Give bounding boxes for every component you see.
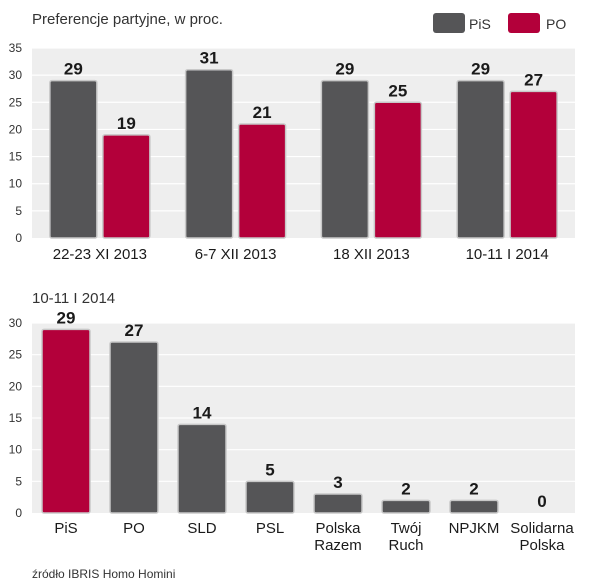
y-tick-label: 10	[9, 443, 23, 457]
y-tick-label: 30	[9, 316, 23, 330]
value-labels: 29 19 31 21 29 25 29 27	[64, 49, 543, 133]
y-tick-label: 5	[15, 474, 22, 488]
y-tick-label: 0	[15, 231, 22, 245]
legend: PiS PO	[433, 13, 566, 33]
value-label: 3	[333, 473, 342, 492]
x-tick-label: PiS	[54, 520, 77, 537]
bar-po	[373, 101, 423, 239]
chart-title: Preferencje partyjne, w proc.	[32, 11, 223, 28]
y-tick-label: 20	[9, 122, 23, 136]
y-axis-ticks: 0 5 10 15 20 25 30	[9, 316, 23, 520]
y-tick-label: 25	[9, 348, 23, 362]
value-label: 5	[265, 460, 274, 479]
bar-pis	[320, 79, 370, 239]
x-tick-label: 6-7 XII 2013	[195, 246, 277, 263]
x-tick-label: SLD	[187, 520, 216, 537]
y-tick-label: 15	[9, 411, 23, 425]
x-tick-label: PSL	[256, 520, 284, 537]
x-tick-label: 18 XII 2013	[333, 246, 410, 263]
bar-pis	[456, 79, 505, 239]
bar-po	[237, 123, 287, 239]
bars	[49, 68, 558, 239]
x-axis-labels: 22-23 XI 2013 6-7 XII 2013 18 XII 2013 10-1…	[53, 246, 549, 263]
value-label: 29	[57, 308, 76, 327]
chart-preferences-over-time: Preferencje partyjne, w proc. PiS PO 0 5 1…	[9, 11, 575, 263]
y-tick-label: 20	[9, 379, 23, 393]
y-tick-label: 35	[9, 41, 23, 55]
y-tick-label: 5	[15, 204, 22, 218]
x-axis-labels: PiS PO SLD PSL Polska Razem Twój Ruch NPJKM Solid…	[54, 520, 574, 554]
value-label: 14	[193, 403, 212, 422]
y-tick-label: 0	[15, 506, 22, 520]
source-note: źródło IBRIS Homo Homini	[32, 567, 175, 581]
bar	[313, 493, 363, 514]
x-tick-label: NPJKM	[449, 520, 500, 537]
value-label: 27	[125, 321, 144, 340]
bar	[41, 328, 91, 514]
value-label: 2	[469, 479, 478, 498]
value-label: 0	[537, 492, 546, 511]
bar	[177, 423, 227, 514]
x-tick-label: 10-11 I 2014	[466, 246, 549, 263]
legend-swatch-po	[508, 13, 540, 33]
value-label: 2	[401, 479, 410, 498]
bar-po	[509, 90, 558, 239]
bar	[245, 480, 295, 514]
x-tick-label: 22-23 XI 2013	[53, 246, 147, 263]
bar	[381, 499, 431, 514]
value-label: 25	[388, 81, 407, 100]
bars	[41, 328, 499, 514]
value-label: 27	[524, 70, 543, 89]
x-tick-label: PO	[123, 520, 145, 537]
bar-po	[102, 134, 151, 239]
x-tick-label: Polska Razem	[314, 520, 362, 554]
value-label: 29	[335, 60, 354, 79]
y-tick-label: 30	[9, 68, 23, 82]
legend-label-po: PO	[546, 16, 566, 32]
y-tick-label: 15	[9, 150, 23, 164]
y-tick-label: 25	[9, 95, 23, 109]
x-tick-label: Twój Ruch	[388, 520, 423, 554]
bar	[449, 499, 499, 514]
x-tick-label: Solidarna Polska	[510, 520, 574, 554]
bar-pis	[184, 68, 234, 239]
value-label: 31	[200, 49, 219, 68]
value-label: 29	[64, 60, 83, 79]
bar-pis	[49, 79, 98, 239]
value-label: 21	[253, 103, 272, 122]
chart-subtitle: 10-11 I 2014	[32, 290, 115, 307]
bar	[109, 341, 159, 514]
y-tick-label: 10	[9, 177, 23, 191]
legend-label-pis: PiS	[469, 16, 491, 32]
y-axis-ticks: 0 5 10 15 20 25 30 35	[9, 41, 23, 245]
value-label: 29	[471, 60, 490, 79]
value-label: 19	[117, 114, 136, 133]
value-labels: 29 27 14 5 3 2 2 0	[57, 308, 547, 511]
legend-swatch-pis	[433, 13, 465, 33]
